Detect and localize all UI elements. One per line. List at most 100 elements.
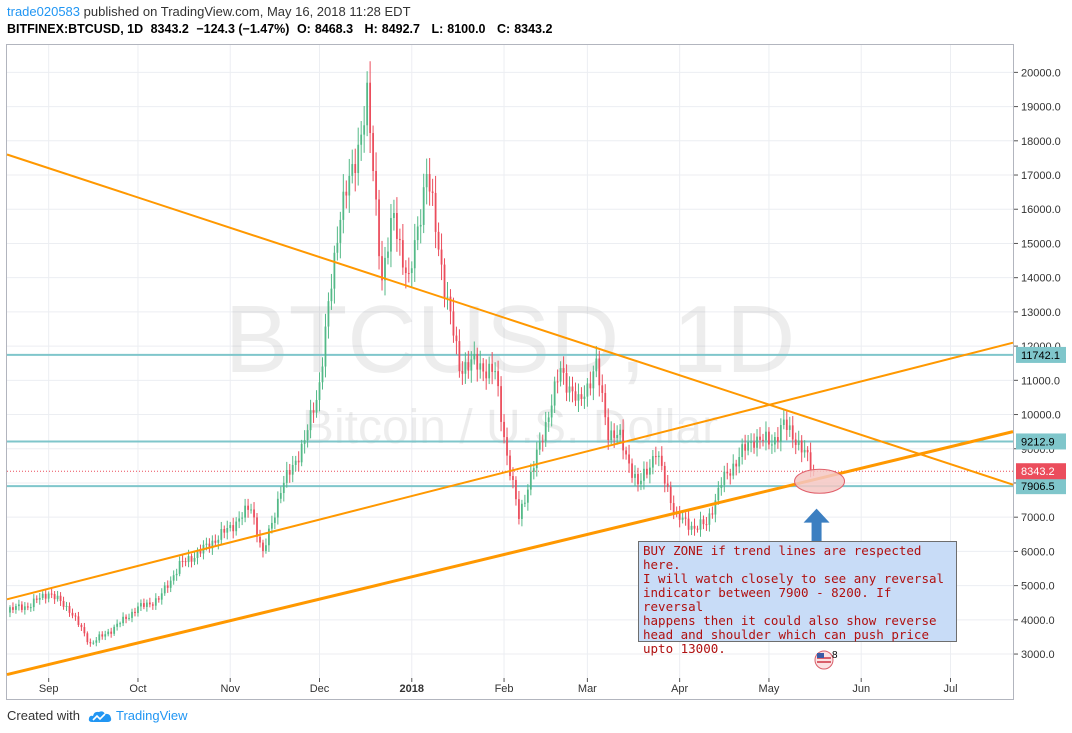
candle-body: [375, 171, 377, 200]
y-tick-label: 10000.0: [1021, 410, 1061, 422]
candle-body: [413, 240, 416, 269]
candle-body: [455, 335, 458, 342]
candle-body: [303, 440, 306, 444]
candle-body: [29, 607, 32, 609]
candle-body: [265, 545, 267, 552]
candle-body: [83, 627, 86, 634]
footer: Created with TradingView: [0, 700, 1072, 733]
candle-body: [467, 362, 470, 371]
candle-body: [390, 218, 392, 252]
candle-body: [80, 624, 83, 628]
y-tick-label: 20000.0: [1021, 67, 1061, 79]
candle-body: [369, 82, 372, 134]
candle-body: [732, 463, 735, 476]
candle-body: [580, 394, 583, 399]
level-price-tag: 7906.5: [1021, 481, 1055, 493]
candle-body: [163, 585, 166, 594]
candle-body: [607, 417, 610, 441]
candle-body: [271, 522, 273, 529]
candle-body: [782, 419, 785, 426]
candle-body: [586, 383, 589, 397]
candle-body: [702, 519, 705, 525]
candle-body: [366, 82, 369, 126]
candle-body: [247, 505, 249, 510]
candle-body: [47, 593, 50, 599]
candle-body: [65, 605, 68, 607]
candle-body: [717, 487, 720, 501]
candle-body: [482, 363, 485, 372]
candle-body: [9, 607, 11, 613]
y-tick-label: 14000.0: [1021, 273, 1061, 285]
level-price-tag: 11742.1: [1021, 350, 1060, 362]
candle-body: [122, 616, 124, 624]
candle-body: [515, 479, 517, 500]
x-tick-label: Feb: [495, 683, 514, 695]
candle-body: [666, 483, 669, 487]
candle-body: [738, 457, 741, 467]
candle-body: [619, 429, 622, 436]
candle-body: [384, 257, 386, 281]
candle-body: [797, 440, 800, 446]
price-chart[interactable]: BTCUSD, 1D Bitcoin / U.S. Dollar 3000.0 4…: [0, 0, 1072, 700]
candle-body: [488, 363, 491, 379]
candle-body: [562, 368, 565, 373]
candle-body: [20, 604, 23, 610]
candle-body: [59, 595, 62, 601]
candle-body: [12, 607, 14, 610]
candle-body: [518, 499, 520, 519]
candle-body: [235, 521, 238, 532]
y-tick-label: 15000.0: [1021, 238, 1061, 250]
candle-body: [229, 525, 232, 529]
candle-body: [416, 226, 419, 241]
candle-body: [464, 362, 467, 374]
symbol-label[interactable]: BITFINEX:BTCUSD, 1D: [7, 22, 144, 36]
candle-body: [372, 133, 374, 172]
candle-body: [74, 615, 77, 617]
candle-body: [68, 605, 71, 613]
low-label: L:: [431, 22, 444, 36]
candle-body: [681, 517, 684, 520]
candle-body: [521, 503, 523, 519]
candle-body: [646, 468, 648, 475]
open-value: O: 8468.3: [297, 22, 357, 36]
candle-body: [708, 513, 711, 525]
candle-body: [23, 606, 26, 610]
y-tick-label: 19000.0: [1021, 102, 1061, 114]
high-number: 8492.7: [381, 22, 420, 36]
candle-body: [321, 366, 324, 383]
candle-body: [187, 556, 190, 563]
candle-body: [62, 600, 65, 607]
candle-body: [449, 296, 452, 312]
candle-body: [398, 238, 401, 241]
candle-body: [357, 144, 360, 174]
candle-body: [77, 616, 80, 625]
author-link[interactable]: trade020583: [7, 4, 81, 19]
candle-body: [15, 606, 17, 610]
candle-body: [735, 463, 738, 467]
candle-body: [500, 386, 502, 422]
candle-body: [309, 410, 312, 431]
tradingview-link[interactable]: TradingView: [116, 708, 188, 723]
candle-body: [169, 580, 172, 588]
level-price-tag-bg: [1016, 433, 1066, 450]
candle-body: [336, 242, 339, 253]
tradingview-cloud-icon[interactable]: [88, 708, 112, 724]
candle-body: [660, 455, 663, 466]
candle-body: [154, 598, 157, 606]
y-tick-label: 6000.0: [1021, 546, 1055, 558]
level-price-tag-bg: [1016, 346, 1066, 363]
candle-body: [393, 213, 395, 219]
candle-body: [315, 399, 318, 413]
candle-body: [410, 268, 413, 274]
candle-body: [663, 465, 666, 484]
buy-zone-note[interactable]: BUY ZONE if trend lines are respected he…: [638, 541, 957, 656]
candle-body: [214, 540, 217, 543]
candle-body: [461, 370, 464, 374]
candle-body: [98, 634, 101, 641]
candle-body: [250, 509, 252, 511]
candle-body: [771, 444, 773, 446]
candle-body: [175, 573, 178, 576]
publish-info: trade020583 published on TradingView.com…: [7, 4, 411, 19]
candle-body: [425, 174, 428, 188]
candle-body: [809, 452, 812, 470]
